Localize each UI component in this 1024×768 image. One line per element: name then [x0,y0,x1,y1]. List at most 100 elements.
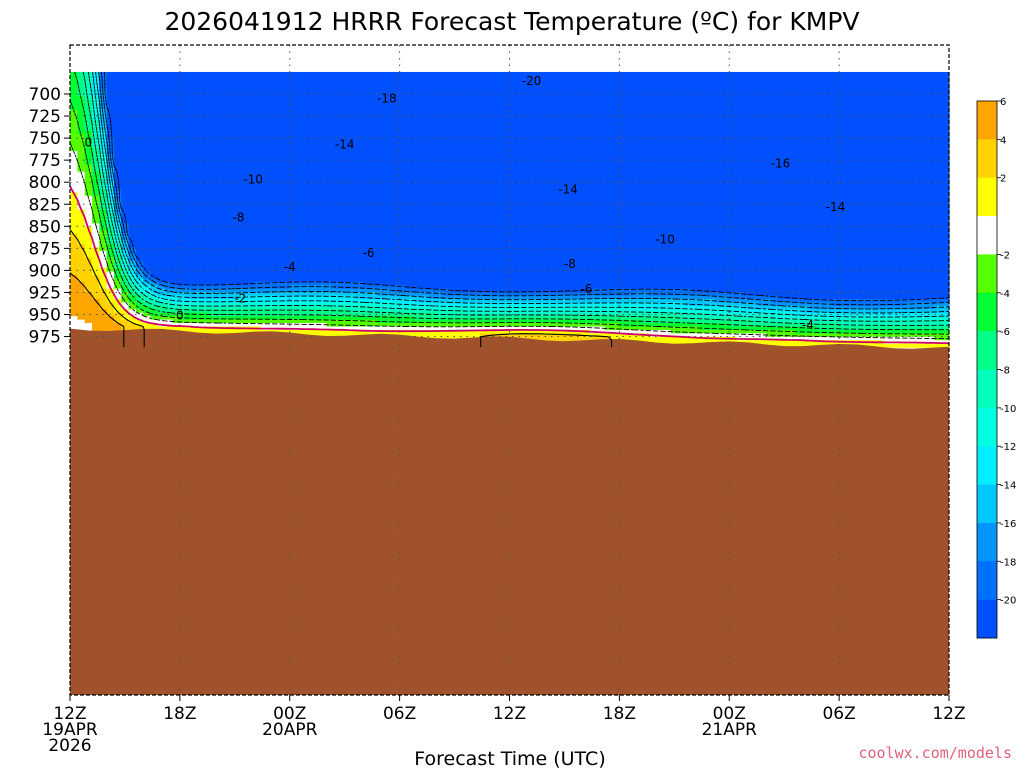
field-cell [421,305,430,310]
field-cell [912,316,921,321]
field-cell [245,292,254,297]
field-cell [597,295,606,300]
field-cell [172,288,181,293]
isotherm-label: -4 [802,318,814,332]
field-cell [707,71,716,293]
field-cell [831,309,840,314]
field-cell [341,292,349,297]
field-cell [297,305,305,310]
field-cell [626,312,635,317]
field-cell [809,302,818,310]
field-cell [341,295,349,304]
field-cell [817,316,826,321]
field-cell [597,71,606,290]
field-cell [443,302,452,307]
field-cell [707,316,716,321]
field-cell [824,340,833,348]
isotherm-label: -8 [232,210,244,224]
field-cell [597,302,606,307]
field-cell [721,71,730,293]
field-cell [289,292,298,297]
field-cell [934,298,943,304]
field-cell [861,312,870,317]
field-cell [231,285,240,290]
field-cell [282,292,291,297]
field-cell [846,336,855,341]
field-cell [267,305,276,310]
colorbar-bin [977,331,997,370]
field-cell [699,312,708,321]
field-cell [282,288,291,293]
field-cell [121,274,130,286]
field-cell [297,316,305,321]
field-cell [590,312,598,317]
field-cell [861,305,870,310]
field-cell [927,329,935,334]
grid-lines [70,45,949,695]
field-cell [480,316,489,321]
field-cell [414,288,423,293]
field-cell [707,298,716,307]
field-cell [392,309,401,314]
field-cell [875,298,884,307]
field-cell [516,292,525,297]
field-cell [472,302,481,307]
field-cell [802,316,811,321]
field-cell [912,333,921,338]
field-cell [685,288,694,297]
field-cell [289,319,298,324]
field-cell [99,230,108,252]
field-cell [641,298,650,304]
field-cell [524,302,533,307]
x-axis-label: Forecast Time (UTC) [414,748,605,768]
field-cell [831,298,840,307]
field-cell [289,302,298,307]
field-cell [905,333,913,338]
field-cell [253,71,262,283]
field-cell [377,288,386,297]
field-cell [751,295,760,300]
field-cell [363,305,371,314]
field-cell [377,295,386,300]
field-cell [560,316,569,321]
field-cell [795,309,804,317]
field-cell [502,295,511,300]
field-cell [143,271,152,279]
field-cell [538,316,547,321]
field-cell [494,305,503,314]
field-cell [99,288,108,310]
field-cell [326,281,335,286]
field-cell [304,292,313,297]
colorbar-tick-label: -20 [1000,596,1016,607]
field-cell [692,309,701,314]
field-cell [677,309,686,314]
field-cell [428,319,437,324]
field-cell [458,323,467,328]
field-cell [465,319,474,324]
field-cell [868,319,877,328]
field-cell [502,323,511,328]
field-cell [216,71,225,286]
field-cell [919,343,928,348]
field-cell [121,240,130,252]
field-cell [392,285,401,293]
field-cell [480,298,489,304]
field-cell [707,292,716,297]
field-cell [597,316,606,321]
field-cell [333,326,342,331]
field-cell [341,302,349,307]
field-cell [619,316,628,321]
field-cell [201,323,210,328]
field-cell [421,312,430,321]
field-cell [363,298,371,304]
field-cell [677,333,686,338]
field-cell [187,319,196,324]
field-cell [553,333,562,348]
field-cell [714,305,723,310]
field-cell [670,336,679,348]
field-cell [179,285,188,290]
field-cell [77,96,86,135]
field-cell [502,316,511,321]
field-cell [831,336,840,341]
field-cell [890,71,899,300]
